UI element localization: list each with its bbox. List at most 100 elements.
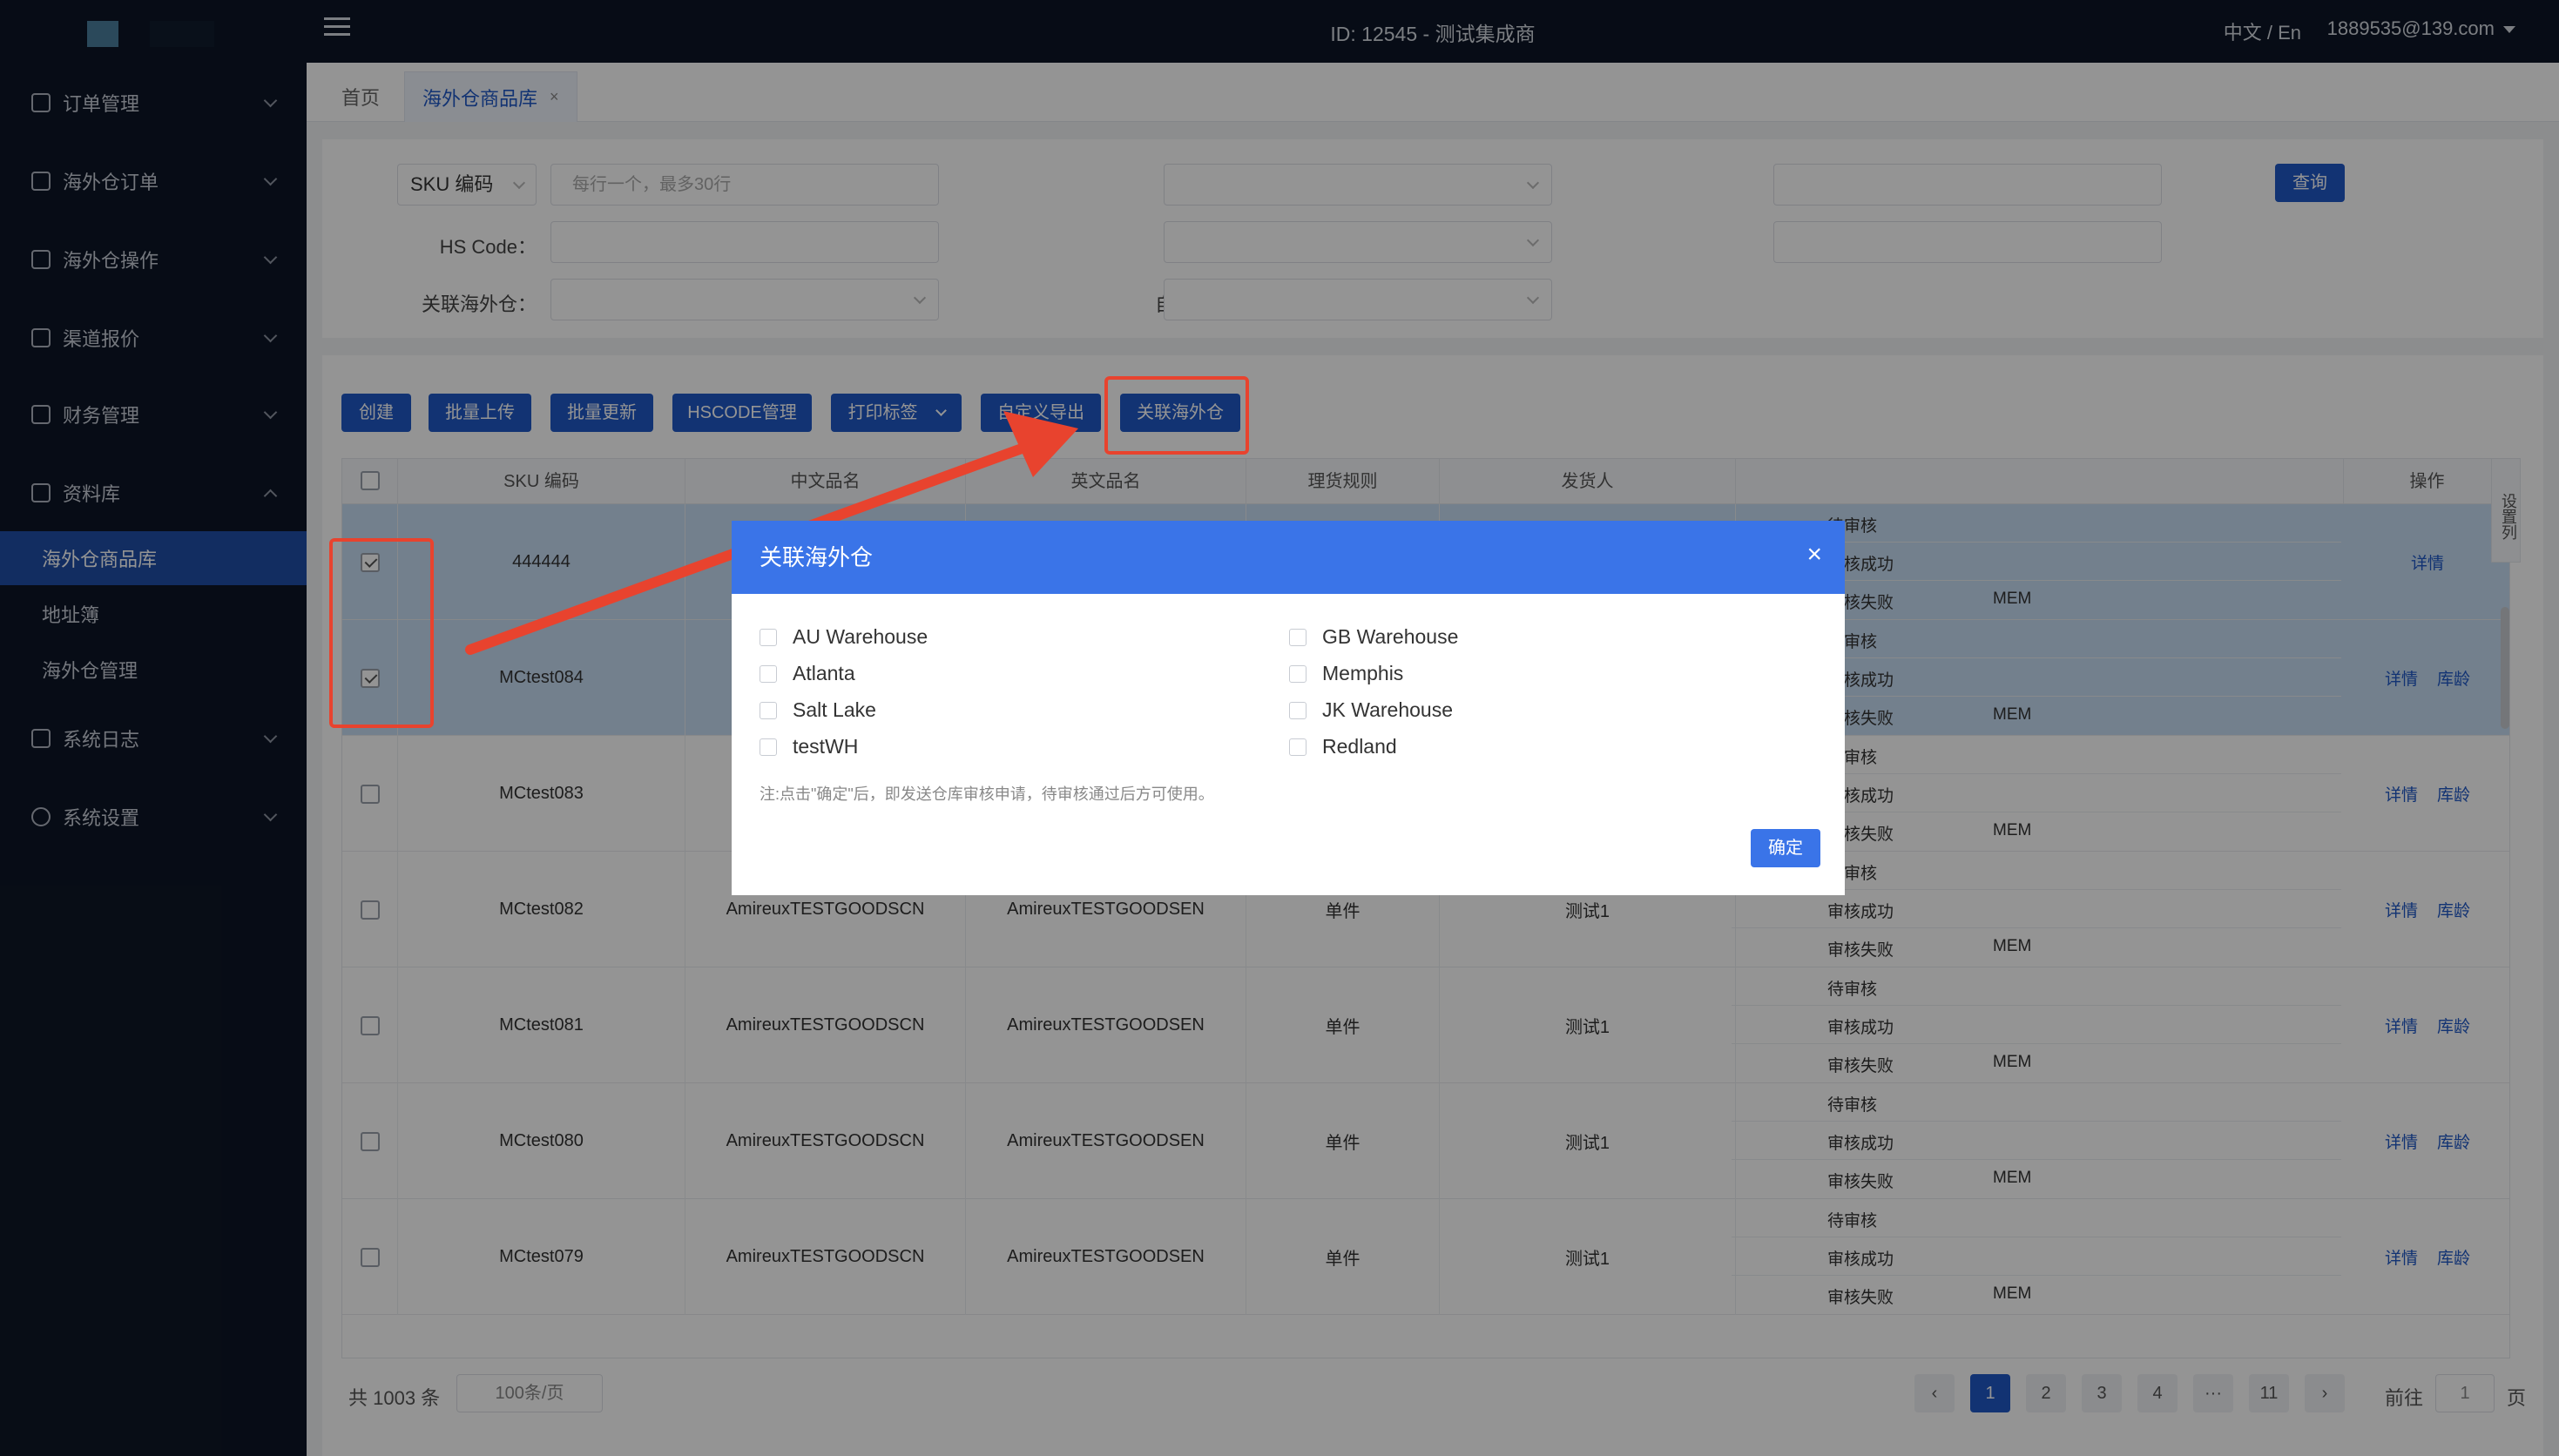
batch-upload-button[interactable]: 批量上传 <box>429 394 531 432</box>
row-checkbox[interactable] <box>360 1015 380 1035</box>
sku-cell: MCtest081 <box>398 967 685 1083</box>
stock-age-link[interactable]: 库龄 <box>2437 1134 2471 1152</box>
warehouse-option[interactable]: Salt Lake <box>760 698 876 722</box>
brand-input[interactable] <box>1773 164 2162 206</box>
detail-link[interactable]: 详情 <box>2384 902 2418 920</box>
stock-age-link[interactable]: 库龄 <box>2437 902 2471 920</box>
tab-product-library[interactable]: 海外仓商品库 × <box>404 71 577 122</box>
sidebar-item-overseas-orders[interactable]: 海外仓订单 <box>0 155 307 207</box>
checkbox[interactable] <box>1289 701 1307 719</box>
user-menu[interactable]: 1889535@139.com <box>2326 17 2495 39</box>
usage-input[interactable] <box>1773 221 2162 263</box>
detail-link[interactable]: 详情 <box>2384 671 2418 689</box>
row-select-cell[interactable] <box>342 852 398 967</box>
column-settings-button[interactable]: 设置列 <box>2491 458 2521 563</box>
batch-update-button[interactable]: 批量更新 <box>550 394 653 432</box>
sidebar-subitem-address-book[interactable]: 地址簿 <box>42 604 100 626</box>
row-select-cell[interactable] <box>342 1083 398 1199</box>
vertical-scrollbar[interactable] <box>2501 607 2509 729</box>
warehouse-option[interactable]: GB Warehouse <box>1289 625 1458 649</box>
sidebar-item-database[interactable]: 资料库 <box>0 467 307 519</box>
order-icon <box>31 93 51 112</box>
goto-input[interactable]: 1 <box>2435 1374 2495 1412</box>
next-page-button[interactable]: › <box>2305 1374 2345 1412</box>
hscode-manage-button[interactable]: HSCODE管理 <box>672 394 812 432</box>
row-checkbox[interactable] <box>360 552 380 572</box>
confirm-button[interactable]: 确定 <box>1751 829 1820 867</box>
row-select-cell[interactable] <box>342 967 398 1083</box>
packaging-select[interactable] <box>1164 279 1552 320</box>
ops-cell: 详情 库龄 <box>2344 852 2509 967</box>
page-11[interactable]: 11 <box>2249 1374 2289 1412</box>
select-all-checkbox[interactable] <box>360 471 380 490</box>
sku-type-select[interactable]: SKU 编码 <box>397 164 537 206</box>
detail-link[interactable]: 详情 <box>2384 1250 2418 1268</box>
page-ellipsis[interactable]: ··· <box>2193 1374 2233 1412</box>
checkbox[interactable] <box>760 701 777 719</box>
sidebar-item-channel-quote[interactable]: 渠道报价 <box>0 312 307 364</box>
query-button[interactable]: 查询 <box>2275 164 2345 202</box>
checkbox[interactable] <box>760 738 777 756</box>
en-name-cell: AmireuxTESTGOODSEN <box>966 967 1246 1083</box>
sidebar-item-orders[interactable]: 订单管理 <box>0 77 307 129</box>
checkbox[interactable] <box>1289 664 1307 683</box>
warehouse-option[interactable]: Redland <box>1289 735 1397 758</box>
status-select[interactable] <box>1164 221 1552 263</box>
warehouse-option[interactable]: JK Warehouse <box>1289 698 1453 722</box>
per-page-select[interactable]: 100条/页 <box>456 1374 603 1412</box>
row-checkbox[interactable] <box>360 1131 380 1151</box>
page-4[interactable]: 4 <box>2137 1374 2178 1412</box>
link-warehouse-button[interactable]: 关联海外仓 <box>1120 394 1240 432</box>
warehouse-option[interactable]: testWH <box>760 735 858 758</box>
prev-page-button[interactable]: ‹ <box>1914 1374 1955 1412</box>
checkbox[interactable] <box>760 664 777 683</box>
sidebar-subitem-warehouse-manage[interactable]: 海外仓管理 <box>42 660 138 682</box>
stock-age-link[interactable]: 库龄 <box>2437 671 2471 689</box>
sidebar-item-system-settings[interactable]: 系统设置 <box>0 791 307 843</box>
table-row[interactable]: MCtest080 AmireuxTESTGOODSCN AmireuxTESTGO… <box>342 1083 2509 1199</box>
warehouse-select[interactable] <box>550 279 939 320</box>
sidebar-subitem-product-library[interactable]: 海外仓商品库 <box>0 531 307 585</box>
row-select-cell[interactable] <box>342 504 398 620</box>
page-3[interactable]: 3 <box>2082 1374 2122 1412</box>
sidebar-item-warehouse-ops[interactable]: 海外仓操作 <box>0 233 307 286</box>
detail-link[interactable]: 详情 <box>2384 1018 2418 1036</box>
stock-age-link[interactable]: 库龄 <box>2437 1250 2471 1268</box>
warehouse-option[interactable]: Atlanta <box>760 662 855 685</box>
checkbox[interactable] <box>760 628 777 646</box>
language-switch[interactable]: 中文 / En <box>2223 22 2301 44</box>
detail-link[interactable]: 详情 <box>2384 786 2418 805</box>
row-checkbox[interactable] <box>360 668 380 688</box>
stock-age-link[interactable]: 库龄 <box>2437 786 2471 805</box>
checkbox[interactable] <box>1289 628 1307 646</box>
row-select-cell[interactable] <box>342 736 398 852</box>
menu-toggle-icon[interactable] <box>324 17 350 38</box>
close-icon[interactable]: × <box>1806 540 1822 569</box>
page-1[interactable]: 1 <box>1970 1374 2010 1412</box>
row-checkbox[interactable] <box>360 900 380 920</box>
detail-link[interactable]: 详情 <box>2410 555 2444 573</box>
create-button[interactable]: 创建 <box>341 394 411 432</box>
hscode-input[interactable] <box>550 221 939 263</box>
sidebar-item-system-log[interactable]: 系统日志 <box>0 712 307 765</box>
shipper-select[interactable] <box>1164 164 1552 206</box>
checkbox[interactable] <box>1289 738 1307 756</box>
row-checkbox[interactable] <box>360 784 380 804</box>
warehouse-option[interactable]: AU Warehouse <box>760 625 928 649</box>
row-select-cell[interactable] <box>342 620 398 736</box>
detail-link[interactable]: 详情 <box>2384 1134 2418 1152</box>
stock-age-link[interactable]: 库龄 <box>2437 1018 2471 1036</box>
row-checkbox[interactable] <box>360 1247 380 1267</box>
caret-down-icon[interactable] <box>2503 26 2515 33</box>
warehouse-option[interactable]: Memphis <box>1289 662 1403 685</box>
select-all-cell[interactable] <box>342 459 398 504</box>
sku-input[interactable]: 每行一个，最多30行 <box>550 164 939 206</box>
print-label-button[interactable]: 打印标签 <box>831 394 962 432</box>
table-row[interactable]: MCtest079 AmireuxTESTGOODSCN AmireuxTESTGO… <box>342 1199 2509 1315</box>
row-select-cell[interactable] <box>342 1199 398 1315</box>
sidebar-item-finance[interactable]: 财务管理 <box>0 388 307 441</box>
page-2[interactable]: 2 <box>2026 1374 2066 1412</box>
tab-home[interactable]: 首页 <box>324 71 397 122</box>
table-row[interactable]: MCtest081 AmireuxTESTGOODSCN AmireuxTESTGO… <box>342 967 2509 1083</box>
close-icon[interactable]: × <box>550 88 559 105</box>
